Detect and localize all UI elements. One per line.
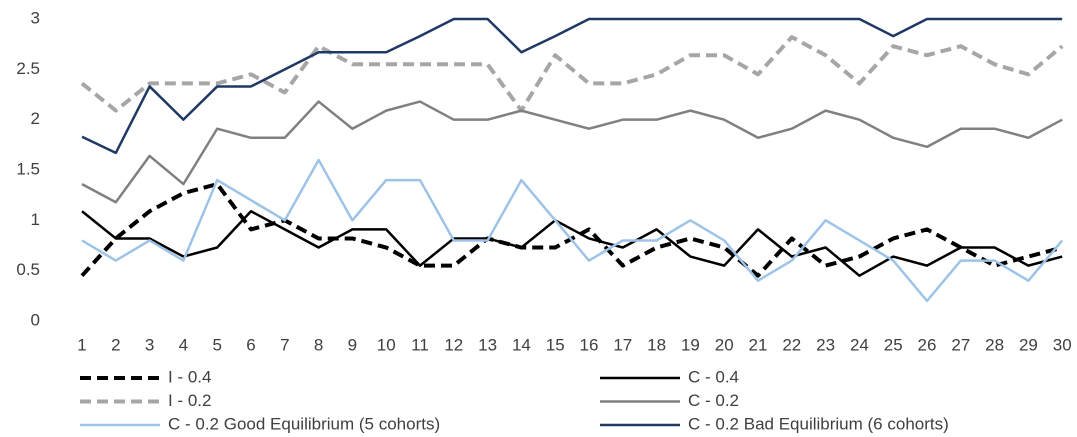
x-tick-label: 28: [985, 335, 1004, 354]
x-tick-label: 1: [77, 335, 86, 354]
y-tick-label: 1.5: [16, 159, 40, 178]
x-tick-label: 21: [749, 335, 768, 354]
x-tick-label: 3: [145, 335, 154, 354]
x-tick-label: 18: [647, 335, 666, 354]
x-tick-label: 10: [377, 335, 396, 354]
legend-label: C - 0.2 Good Equilibrium (5 cohorts): [168, 414, 440, 433]
x-tick-label: 8: [314, 335, 323, 354]
x-tick-label: 5: [212, 335, 221, 354]
x-tick-label: 26: [918, 335, 937, 354]
y-tick-label: 3: [31, 8, 40, 27]
legend-label: C - 0.2 Bad Equilibrium (6 cohorts): [688, 414, 949, 433]
x-tick-label: 19: [681, 335, 700, 354]
series-line: [80, 182, 1063, 278]
x-tick-label: 17: [613, 335, 632, 354]
x-tick-label: 29: [1019, 335, 1038, 354]
y-tick-label: 0.5: [16, 260, 40, 279]
legend-label: C - 0.2: [688, 391, 739, 410]
x-tick-label: 14: [512, 335, 531, 354]
legend-label: I - 0.2: [168, 391, 211, 410]
series-line: [80, 35, 1064, 113]
x-tick-label: 16: [580, 335, 599, 354]
y-tick-label: 1: [31, 210, 40, 229]
x-tick-label: 4: [179, 335, 188, 354]
y-tick-label: 2.5: [16, 59, 40, 78]
x-tick-label: 24: [850, 335, 869, 354]
series-line: [81, 210, 1063, 277]
x-tick-label: 22: [782, 335, 801, 354]
series-line: [81, 158, 1064, 303]
series-line: [81, 100, 1063, 204]
x-tick-label: 7: [280, 335, 289, 354]
x-tick-label: 25: [884, 335, 903, 354]
x-tick-label: 9: [348, 335, 357, 354]
x-tick-label: 15: [546, 335, 565, 354]
legend-label: I - 0.4: [168, 367, 211, 386]
x-tick-label: 30: [1053, 335, 1072, 354]
x-tick-label: 2: [111, 335, 120, 354]
x-tick-label: 27: [951, 335, 970, 354]
y-tick-label: 2: [31, 109, 40, 128]
x-tick-label: 23: [816, 335, 835, 354]
x-tick-label: 12: [444, 335, 463, 354]
x-tick-label: 13: [478, 335, 497, 354]
x-tick-label: 11: [411, 335, 429, 354]
y-tick-label: 0: [31, 310, 40, 329]
x-tick-label: 20: [715, 335, 734, 354]
series-line: [81, 17, 1063, 155]
x-tick-label: 6: [246, 335, 255, 354]
legend-label: C - 0.4: [688, 367, 739, 386]
